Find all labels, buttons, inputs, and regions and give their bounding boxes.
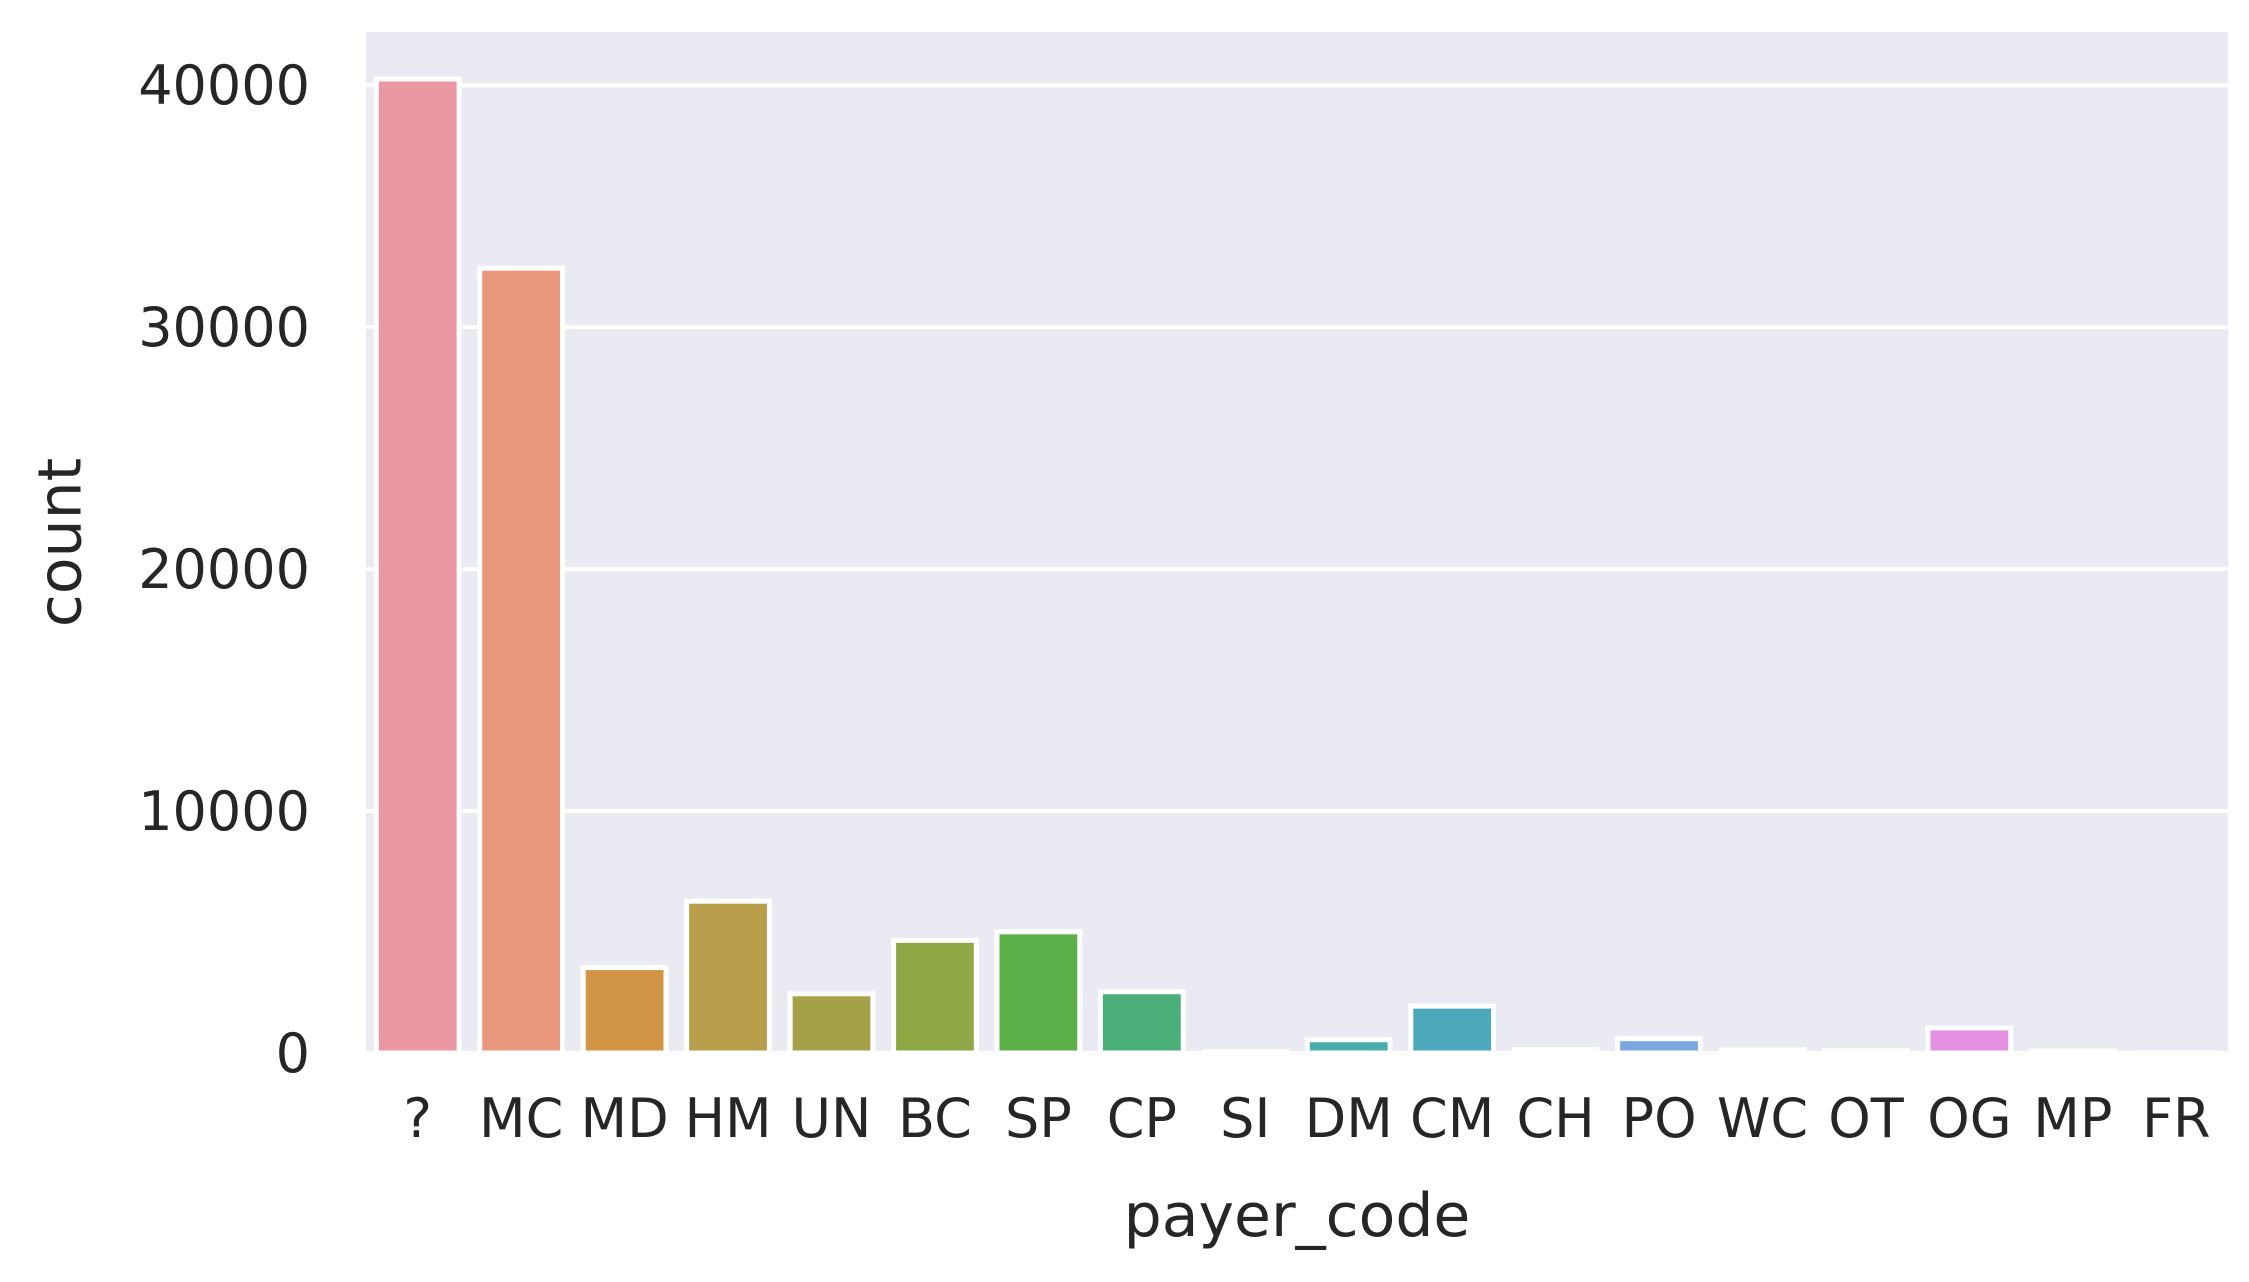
bar (1097, 989, 1186, 1056)
x-tick-label: DM (1305, 1087, 1393, 1150)
x-tick-label: CH (1516, 1087, 1594, 1150)
x-tick-label: MC (479, 1087, 563, 1150)
x-tick-label: CM (1410, 1087, 1494, 1150)
bar (1511, 1046, 1600, 1056)
bar (1408, 1003, 1497, 1056)
bar (373, 76, 462, 1056)
bar (1304, 1037, 1393, 1056)
x-tick-label: SP (1005, 1087, 1072, 1150)
y-axis-label: count (26, 458, 96, 627)
x-tick-label: OT (1828, 1087, 1905, 1150)
x-tick-label: WC (1717, 1087, 1808, 1150)
y-tick-labels: 0 10000 20000 30000 40000 (138, 54, 310, 1085)
y-tick-label: 10000 (138, 780, 310, 843)
bars (373, 76, 2221, 1056)
bar (891, 937, 979, 1056)
bar (2028, 1048, 2117, 1056)
bar (477, 265, 566, 1056)
bar (580, 965, 669, 1056)
x-tick-label: OG (1927, 1087, 2011, 1150)
bar (684, 898, 772, 1056)
x-tick-label: ? (403, 1087, 432, 1150)
bar (994, 929, 1083, 1056)
bar (787, 991, 876, 1056)
y-tick-label: 40000 (138, 54, 310, 117)
bar (1718, 1047, 1807, 1056)
bar (1925, 1025, 2014, 1056)
bar (1615, 1036, 1703, 1056)
x-tick-label: BC (898, 1087, 972, 1150)
x-tick-label: CP (1107, 1087, 1177, 1150)
y-tick-label: 30000 (138, 296, 310, 359)
x-tick-label: PO (1622, 1087, 1697, 1150)
x-tick-label: UN (792, 1087, 872, 1150)
x-tick-label: HM (684, 1087, 771, 1150)
grid-lines (366, 83, 2228, 1055)
x-tick-label: MD (581, 1087, 669, 1150)
y-tick-label: 0 (276, 1022, 310, 1085)
x-tick-label: MP (2033, 1087, 2112, 1150)
x-axis-label: payer_code (1124, 1181, 1471, 1251)
plot-area (366, 32, 2228, 1053)
x-tick-labels: ? MC MD HM UN BC SP CP SI DM CM CH PO WC OT OG MP FR (403, 1087, 2210, 1150)
x-tick-label: FR (2142, 1087, 2211, 1150)
bar (1201, 1049, 1290, 1056)
x-tick-label: SI (1220, 1087, 1270, 1150)
y-tick-label: 20000 (138, 538, 310, 601)
bar (1822, 1048, 1910, 1056)
